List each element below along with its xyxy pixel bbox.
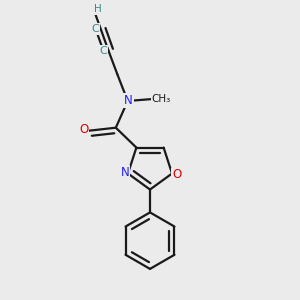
Text: H: H <box>94 4 102 14</box>
Text: N: N <box>121 166 129 178</box>
Text: N: N <box>124 94 133 107</box>
Text: CH₃: CH₃ <box>152 94 171 104</box>
Text: C: C <box>99 46 107 56</box>
Text: O: O <box>172 169 181 182</box>
Text: C: C <box>92 24 100 34</box>
Text: O: O <box>79 123 88 136</box>
